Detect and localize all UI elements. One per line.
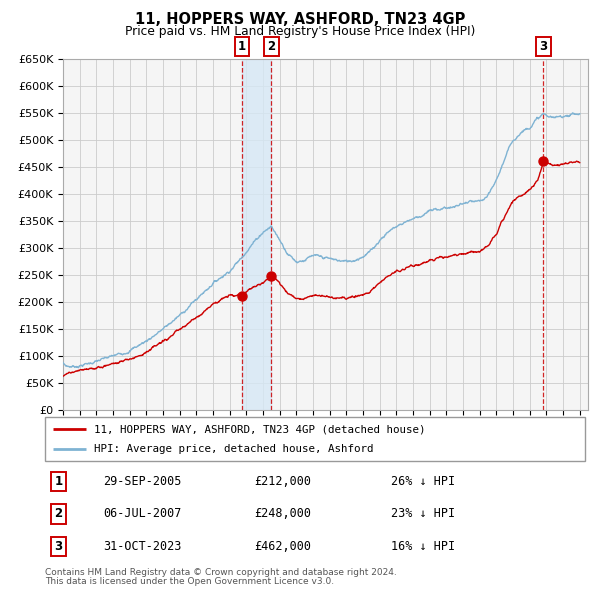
Bar bbox=[242, 59, 271, 410]
Text: 1: 1 bbox=[238, 41, 246, 54]
Text: 16% ↓ HPI: 16% ↓ HPI bbox=[391, 540, 455, 553]
Text: 1: 1 bbox=[55, 475, 62, 488]
Text: 11, HOPPERS WAY, ASHFORD, TN23 4GP: 11, HOPPERS WAY, ASHFORD, TN23 4GP bbox=[135, 12, 465, 27]
Text: This data is licensed under the Open Government Licence v3.0.: This data is licensed under the Open Gov… bbox=[45, 577, 334, 586]
Text: HPI: Average price, detached house, Ashford: HPI: Average price, detached house, Ashf… bbox=[94, 444, 373, 454]
Text: £248,000: £248,000 bbox=[254, 507, 311, 520]
Text: Price paid vs. HM Land Registry's House Price Index (HPI): Price paid vs. HM Land Registry's House … bbox=[125, 25, 475, 38]
Text: 3: 3 bbox=[539, 41, 548, 54]
Text: 06-JUL-2007: 06-JUL-2007 bbox=[103, 507, 181, 520]
Text: 2: 2 bbox=[55, 507, 62, 520]
Text: Contains HM Land Registry data © Crown copyright and database right 2024.: Contains HM Land Registry data © Crown c… bbox=[45, 568, 397, 576]
Text: £212,000: £212,000 bbox=[254, 475, 311, 488]
Text: 31-OCT-2023: 31-OCT-2023 bbox=[103, 540, 181, 553]
Text: 2: 2 bbox=[268, 41, 275, 54]
Text: 23% ↓ HPI: 23% ↓ HPI bbox=[391, 507, 455, 520]
Text: £462,000: £462,000 bbox=[254, 540, 311, 553]
Text: 11, HOPPERS WAY, ASHFORD, TN23 4GP (detached house): 11, HOPPERS WAY, ASHFORD, TN23 4GP (deta… bbox=[94, 424, 425, 434]
FancyBboxPatch shape bbox=[45, 417, 585, 461]
Text: 3: 3 bbox=[55, 540, 62, 553]
Text: 29-SEP-2005: 29-SEP-2005 bbox=[103, 475, 181, 488]
Text: 26% ↓ HPI: 26% ↓ HPI bbox=[391, 475, 455, 488]
